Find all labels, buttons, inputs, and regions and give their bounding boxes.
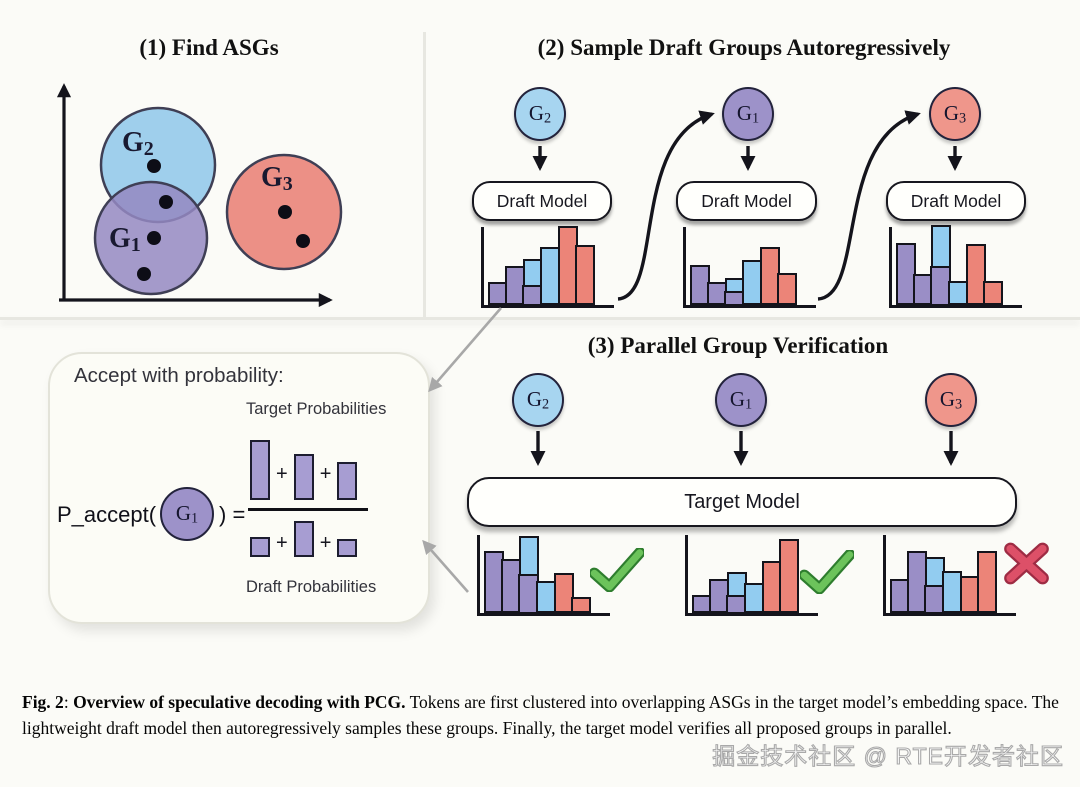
group-circle-g1-verify: G1 [715, 373, 767, 427]
probability-bar [983, 281, 1004, 305]
draft-distribution-chart-2 [683, 227, 816, 308]
check-icon [798, 549, 856, 599]
draft-model-box-3: Draft Model [886, 181, 1026, 221]
formula-probability-bar [337, 462, 358, 500]
target-model-box: Target Model [467, 477, 1017, 527]
verify-distribution-chart-2 [685, 535, 818, 616]
verify-distribution-chart-3 [883, 535, 1016, 616]
asg-label-g3: G3 [261, 162, 293, 195]
denominator-bars: + + [250, 521, 368, 557]
asg-circle-g2 [99, 106, 217, 224]
probability-bar [571, 597, 592, 613]
x-icon [1003, 542, 1050, 590]
watermark: 掘金技术社区 @ RTE开发者社区 [712, 742, 1064, 769]
formula-probability-bar [293, 521, 314, 557]
probability-bar [553, 573, 574, 613]
figure-caption: Fig. 2: Overview of speculative decoding… [22, 692, 1059, 738]
asg-circle-g1 [93, 180, 209, 296]
formula-probability-bar [250, 537, 270, 557]
panel1-title: (1) Find ASGs [139, 35, 279, 60]
probability-bar [965, 244, 986, 305]
panel3-title: (3) Parallel Group Verification [587, 333, 889, 358]
probability-bar [977, 551, 998, 613]
numerator-bars: + + [250, 440, 368, 500]
probability-bar [924, 557, 946, 614]
draft-distribution-chart-3 [889, 225, 1022, 308]
target-probabilities-label: Target Probabilities [246, 400, 387, 418]
caption-bold-title: Overview of speculative decoding with PC… [73, 692, 406, 712]
verify-distribution-chart-1 [477, 535, 610, 616]
check-icon [588, 547, 646, 597]
embedding-space-axes [56, 83, 333, 308]
plus-sign: + [319, 532, 332, 554]
p-accept-text: P_accept( [57, 502, 157, 527]
draft-distribution-chart-1 [481, 226, 614, 308]
formula-probability-bar [337, 539, 358, 557]
probability-bar [779, 539, 800, 613]
group-label: G3 [943, 100, 967, 127]
group-circle-g2-verify: G2 [512, 373, 564, 427]
plus-sign: + [276, 532, 288, 554]
group-label: G1 [175, 500, 199, 527]
group-label: G2 [526, 386, 550, 413]
group-label: G1 [736, 100, 760, 127]
asg-circle-g3 [225, 153, 343, 271]
horizontal-divider [0, 317, 1080, 320]
probability-bar [575, 245, 596, 305]
caption-fig-number: Fig. 2 [22, 692, 64, 712]
caption-body: Tokens are first clustered into overlapp… [22, 692, 1059, 738]
probability-bar [777, 273, 798, 305]
draft-probabilities-label: Draft Probabilities [246, 578, 377, 596]
group-circle-g1: G1 [722, 87, 774, 141]
accept-probability-heading: Accept with probability: [74, 364, 284, 387]
panel2-title: (2) Sample Draft Groups Autoregressively [537, 35, 951, 60]
vertical-divider [423, 32, 426, 318]
draft-input-arrows [532, 146, 963, 171]
plus-sign: + [319, 463, 332, 485]
group-label: G2 [528, 100, 552, 127]
probability-fraction: + + + + [248, 440, 368, 557]
probability-bar [930, 225, 952, 306]
verify-to-formula-arrow [422, 539, 469, 593]
group-label: G1 [729, 386, 753, 413]
equals-text: ) = [219, 502, 246, 527]
formula-probability-bar [293, 454, 314, 500]
group-circle-g2: G2 [514, 87, 566, 141]
verify-input-arrows [530, 431, 959, 466]
draft-model-box-2: Draft Model [676, 181, 817, 221]
formula-probability-bar [250, 440, 270, 500]
group-circle-g3-verify: G3 [925, 373, 977, 427]
group-label: G3 [939, 386, 963, 413]
draft-to-formula-arrow [428, 307, 502, 393]
group-circle-g3: G3 [929, 87, 981, 141]
probability-bar [518, 536, 540, 614]
asg-label-g2: G2 [122, 127, 154, 160]
accept-probability-box [48, 352, 430, 624]
formula-group-circle-g1: G1 [160, 487, 214, 541]
fraction-line [248, 508, 368, 511]
token-points [137, 159, 310, 281]
plus-sign: + [276, 463, 288, 485]
asg-label-g1: G1 [109, 223, 141, 256]
draft-model-box-1: Draft Model [472, 181, 612, 221]
